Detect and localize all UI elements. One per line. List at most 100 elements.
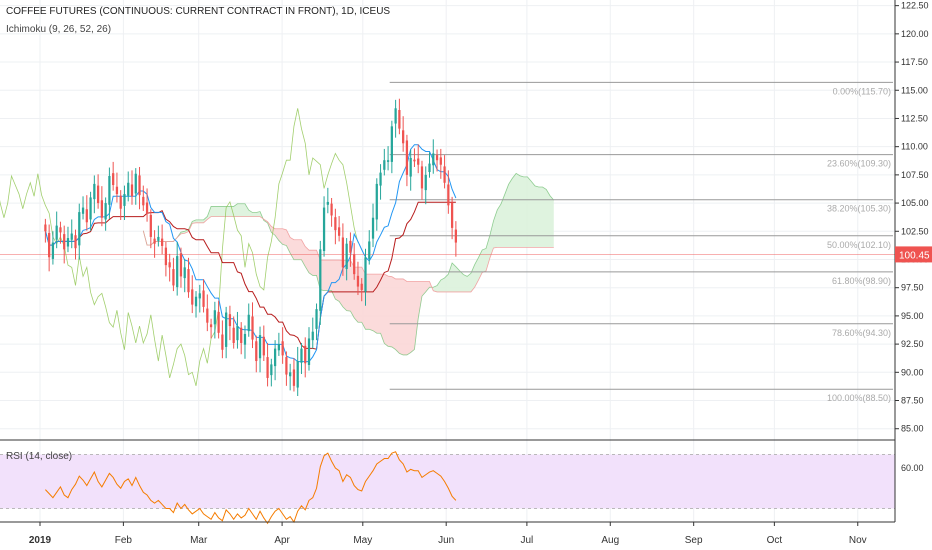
candle-body [292,369,296,386]
candle-body [443,166,446,183]
candle-body [44,224,47,232]
fib-level-label: 78.60%(94.30) [832,328,891,338]
candle-body [104,203,107,220]
candle-body [74,235,77,249]
price-axis-bg [895,0,932,550]
cloud-bear-area [263,219,434,355]
candle-body [424,174,427,191]
conversion-line [44,144,457,363]
price-tick-label: 120.00 [901,29,929,39]
candle-body [300,348,303,363]
candle-body [96,185,100,204]
candle-body [262,336,265,356]
candle-body [59,227,62,233]
candle-body [379,172,382,186]
candle-body [119,195,122,209]
candle-body [390,126,393,162]
cloud-bull-area [433,173,554,292]
price-tick-label: 90.00 [901,367,924,377]
candle-body [281,341,284,356]
time-tick-label: May [353,535,372,546]
candle-body [232,327,235,343]
candle-body [187,269,190,293]
candle-body [149,214,152,237]
fib-level-label: 38.20%(105.30) [827,204,891,214]
rsi-indicator-label[interactable]: RSI (14, close) [6,451,73,462]
candle-body [330,203,333,216]
fib-level-label: 50.00%(102.10) [827,240,891,250]
rsi-pane [0,439,932,525]
chart-grid [0,0,895,522]
price-tick-label: 122.50 [901,1,929,11]
candle-body [160,238,164,246]
candle-body [432,153,435,166]
time-tick-label: Jun [438,535,454,546]
price-tick-label: 117.50 [901,57,928,67]
candle-body [183,267,186,279]
fib-level-label: 100.00%(88.50) [827,393,891,403]
candle-body [130,184,134,197]
leading-span-a [142,172,555,356]
price-tick-label: 85.00 [901,424,924,434]
candle-body [134,173,137,194]
candle-body [413,159,416,162]
candle-body [435,155,439,161]
price-tick-label: 107.50 [901,170,929,180]
candle-body [202,290,205,307]
time-tick-label: Oct [767,535,783,546]
candle-body [127,182,130,196]
candle-body [402,130,405,144]
candle-body [375,183,378,220]
rsi-band [0,454,895,509]
candle-body [417,158,420,165]
candle-body [51,242,55,259]
ichimoku-indicator-label[interactable]: Ichimoku (9, 26, 52, 26) [6,24,112,35]
time-tick-label: Nov [849,535,867,546]
time-tick-label: Mar [190,535,208,546]
candle-body [345,243,348,270]
candle-body [405,140,409,175]
rsi-line [45,451,457,525]
time-tick-label: Apr [274,535,290,546]
candle-body [258,335,262,359]
candle-body [176,256,179,288]
ichimoku-cloud [142,172,555,356]
fibonacci-retracement: 0.00%(115.70) 23.60%(109.30) 38.20%(105.30… [389,81,893,403]
candle-body [78,212,81,246]
candle-body [307,338,311,365]
price-tick-label: 87.50 [901,396,924,406]
candle-body [198,293,201,299]
time-tick-label: Jul [520,535,533,546]
candle-body [409,157,412,177]
candle-body [228,314,232,327]
time-tick-label: 2019 [29,535,52,546]
candle-body [360,283,363,290]
price-tick-label: 95.00 [901,311,924,321]
candle-body [311,331,314,341]
candle-body [341,237,345,268]
fib-level-label: 0.00%(115.70) [833,86,891,96]
candle-body [217,311,220,333]
candle-body [243,333,247,345]
candle-body [206,308,209,323]
candle-body [179,253,183,277]
candle-body [319,249,322,311]
candle-body [450,202,454,228]
candle-body [368,241,371,259]
candle-body [70,233,73,240]
candle-body [221,334,224,350]
price-tick-label: 115.00 [901,85,928,95]
ichimoku-lines [0,108,895,386]
candle-body [277,344,281,351]
candle-body [213,310,216,325]
candle-body [349,240,352,253]
candle-body [85,209,88,223]
candle-body [383,160,386,170]
candle-body [398,110,401,129]
candle-body [194,296,198,307]
candle-body [89,197,92,220]
candle-body [289,372,292,377]
time-tick-label: Feb [115,535,133,546]
